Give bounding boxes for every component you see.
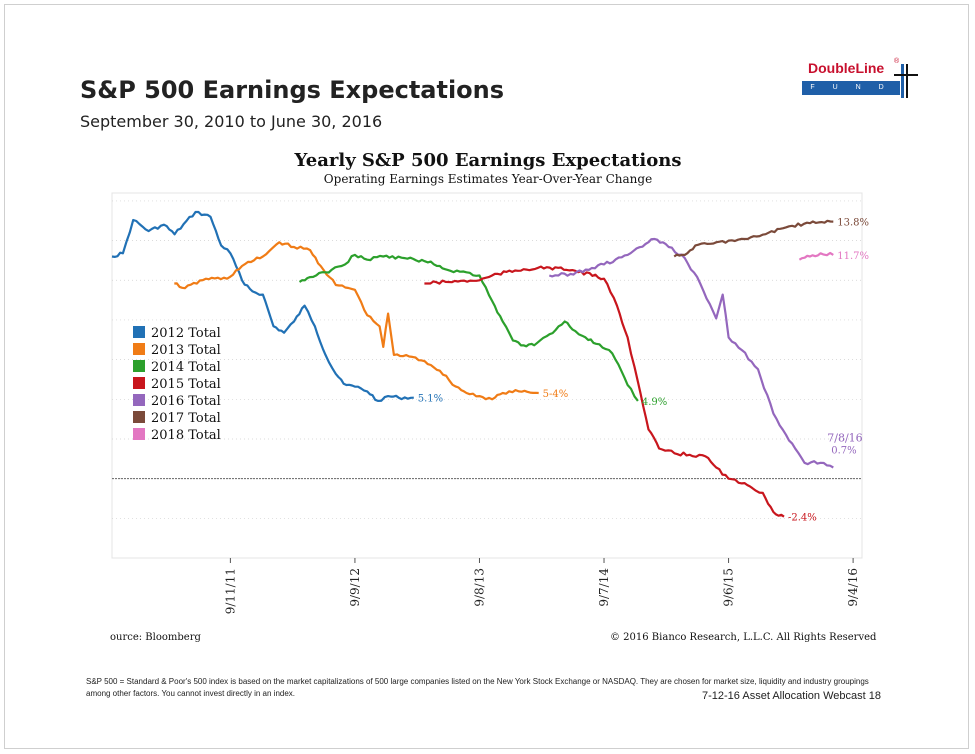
- page-title: S&P 500 Earnings Expectations: [80, 76, 505, 104]
- series-layer: [111, 210, 834, 518]
- legend-label: 2014 Total: [151, 360, 221, 375]
- series-line-2015-total: [424, 265, 785, 518]
- legend-swatch: [133, 360, 145, 372]
- series-end-label: 4.9%: [642, 397, 667, 408]
- footnote: S&P 500 = Standard & Poor's 500 index is…: [86, 677, 869, 698]
- series-end-label: 0.7%: [831, 446, 856, 457]
- series-date-label: 7/8/16: [827, 432, 862, 445]
- logo-cross-icon: [901, 64, 904, 98]
- legend-swatch: [133, 411, 145, 423]
- x-tick-label: 9/4/16: [846, 568, 860, 607]
- logo-registered-mark: ®: [894, 58, 900, 65]
- series-end-label: 5.1%: [418, 394, 443, 405]
- legend-swatch: [133, 326, 145, 338]
- legend-label: 2017 Total: [151, 411, 221, 426]
- x-tick-label: 9/8/13: [472, 568, 486, 607]
- legend-label: 2018 Total: [151, 428, 221, 443]
- doubleline-logo: DoubleLine ® F U N D S: [802, 58, 920, 105]
- legend-swatch: [133, 428, 145, 440]
- series-line-2014-total: [298, 253, 639, 402]
- chart-source: ource: Bloomberg: [110, 632, 201, 643]
- series-line-2016-total: [548, 237, 834, 469]
- legend-label: 2012 Total: [151, 326, 221, 341]
- chart-title: Yearly S&P 500 Earnings Expectations: [294, 150, 682, 171]
- series-line-2013-total: [174, 241, 539, 401]
- logo-tagline: F U N D S: [802, 81, 900, 105]
- logo-cross-icon: [906, 64, 908, 98]
- series-line-2017-total: [673, 219, 834, 258]
- series-end-label: 5-4%: [543, 389, 569, 400]
- webcast-label: 7-12-16 Asset Allocation Webcast 18: [702, 690, 881, 702]
- end-label-layer: 5.1% 5-4% 4.9% -2.4% 0.7%7/8/16 13.8% 11.7%: [418, 218, 869, 524]
- chart-copyright: © 2016 Bianco Research, L.L.C. All Right…: [610, 632, 877, 643]
- legend-label: 2015 Total: [151, 377, 221, 392]
- x-tick-label: 9/11/11: [223, 568, 237, 614]
- x-tick-label: 9/9/12: [348, 568, 362, 607]
- logo-cross-icon: [894, 74, 918, 76]
- x-tick-label: 9/6/15: [722, 568, 736, 607]
- x-axis: 9/11/11 9/9/12 9/8/13 9/7/14 9/6/15 9/4/16: [223, 558, 860, 614]
- legend-swatch: [133, 377, 145, 389]
- x-tick-label: 9/7/14: [597, 568, 611, 607]
- series-end-label: -2.4%: [788, 513, 817, 524]
- page-subtitle: September 30, 2010 to June 30, 2016: [80, 112, 383, 131]
- legend-swatch: [133, 394, 145, 406]
- series-end-label: 11.7%: [837, 251, 869, 262]
- chart-subtitle: Operating Earnings Estimates Year-Over-Y…: [323, 172, 653, 186]
- legend: 2012 Total 2013 Total 2014 Total 2015 Total…: [133, 326, 221, 443]
- legend-swatch: [133, 343, 145, 355]
- legend-label: 2016 Total: [151, 394, 221, 409]
- plot-area: [111, 192, 863, 559]
- slide-frame: [4, 4, 969, 749]
- logo-name: DoubleLine: [808, 60, 885, 76]
- series-line-2012-total: [111, 210, 414, 402]
- legend-label: 2013 Total: [151, 343, 221, 358]
- series-line-2018-total: [798, 251, 834, 261]
- series-end-label: 13.8%: [837, 218, 869, 229]
